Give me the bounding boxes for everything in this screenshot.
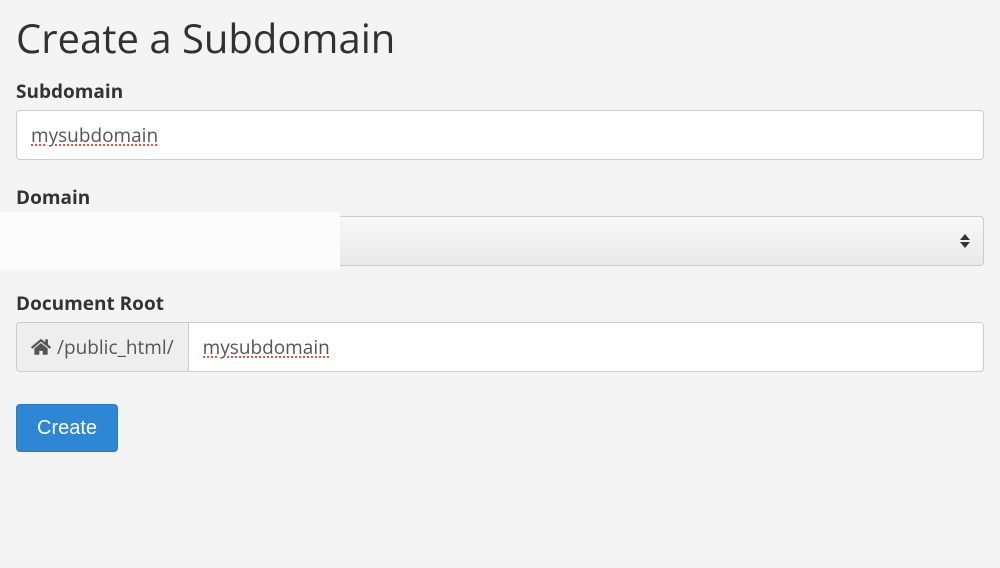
create-subdomain-panel: Create a Subdomain Subdomain mysubdomain… [0, 16, 1000, 468]
document-root-addon-text: /public_html/ [57, 334, 174, 360]
document-root-input[interactable] [188, 322, 984, 372]
home-icon [31, 338, 51, 356]
subdomain-label: Subdomain [16, 78, 984, 104]
subdomain-input[interactable] [16, 110, 984, 160]
document-root-label: Document Root [16, 290, 984, 316]
document-root-group: Document Root /public_html/ mysubdomain [16, 290, 984, 372]
subdomain-group: Subdomain mysubdomain [16, 78, 984, 160]
domain-redaction-overlay [0, 212, 340, 270]
domain-group: Domain [16, 184, 984, 266]
document-root-addon: /public_html/ [16, 322, 188, 372]
create-button[interactable]: Create [16, 404, 118, 452]
page-title: Create a Subdomain [16, 16, 984, 60]
domain-label: Domain [16, 184, 984, 210]
